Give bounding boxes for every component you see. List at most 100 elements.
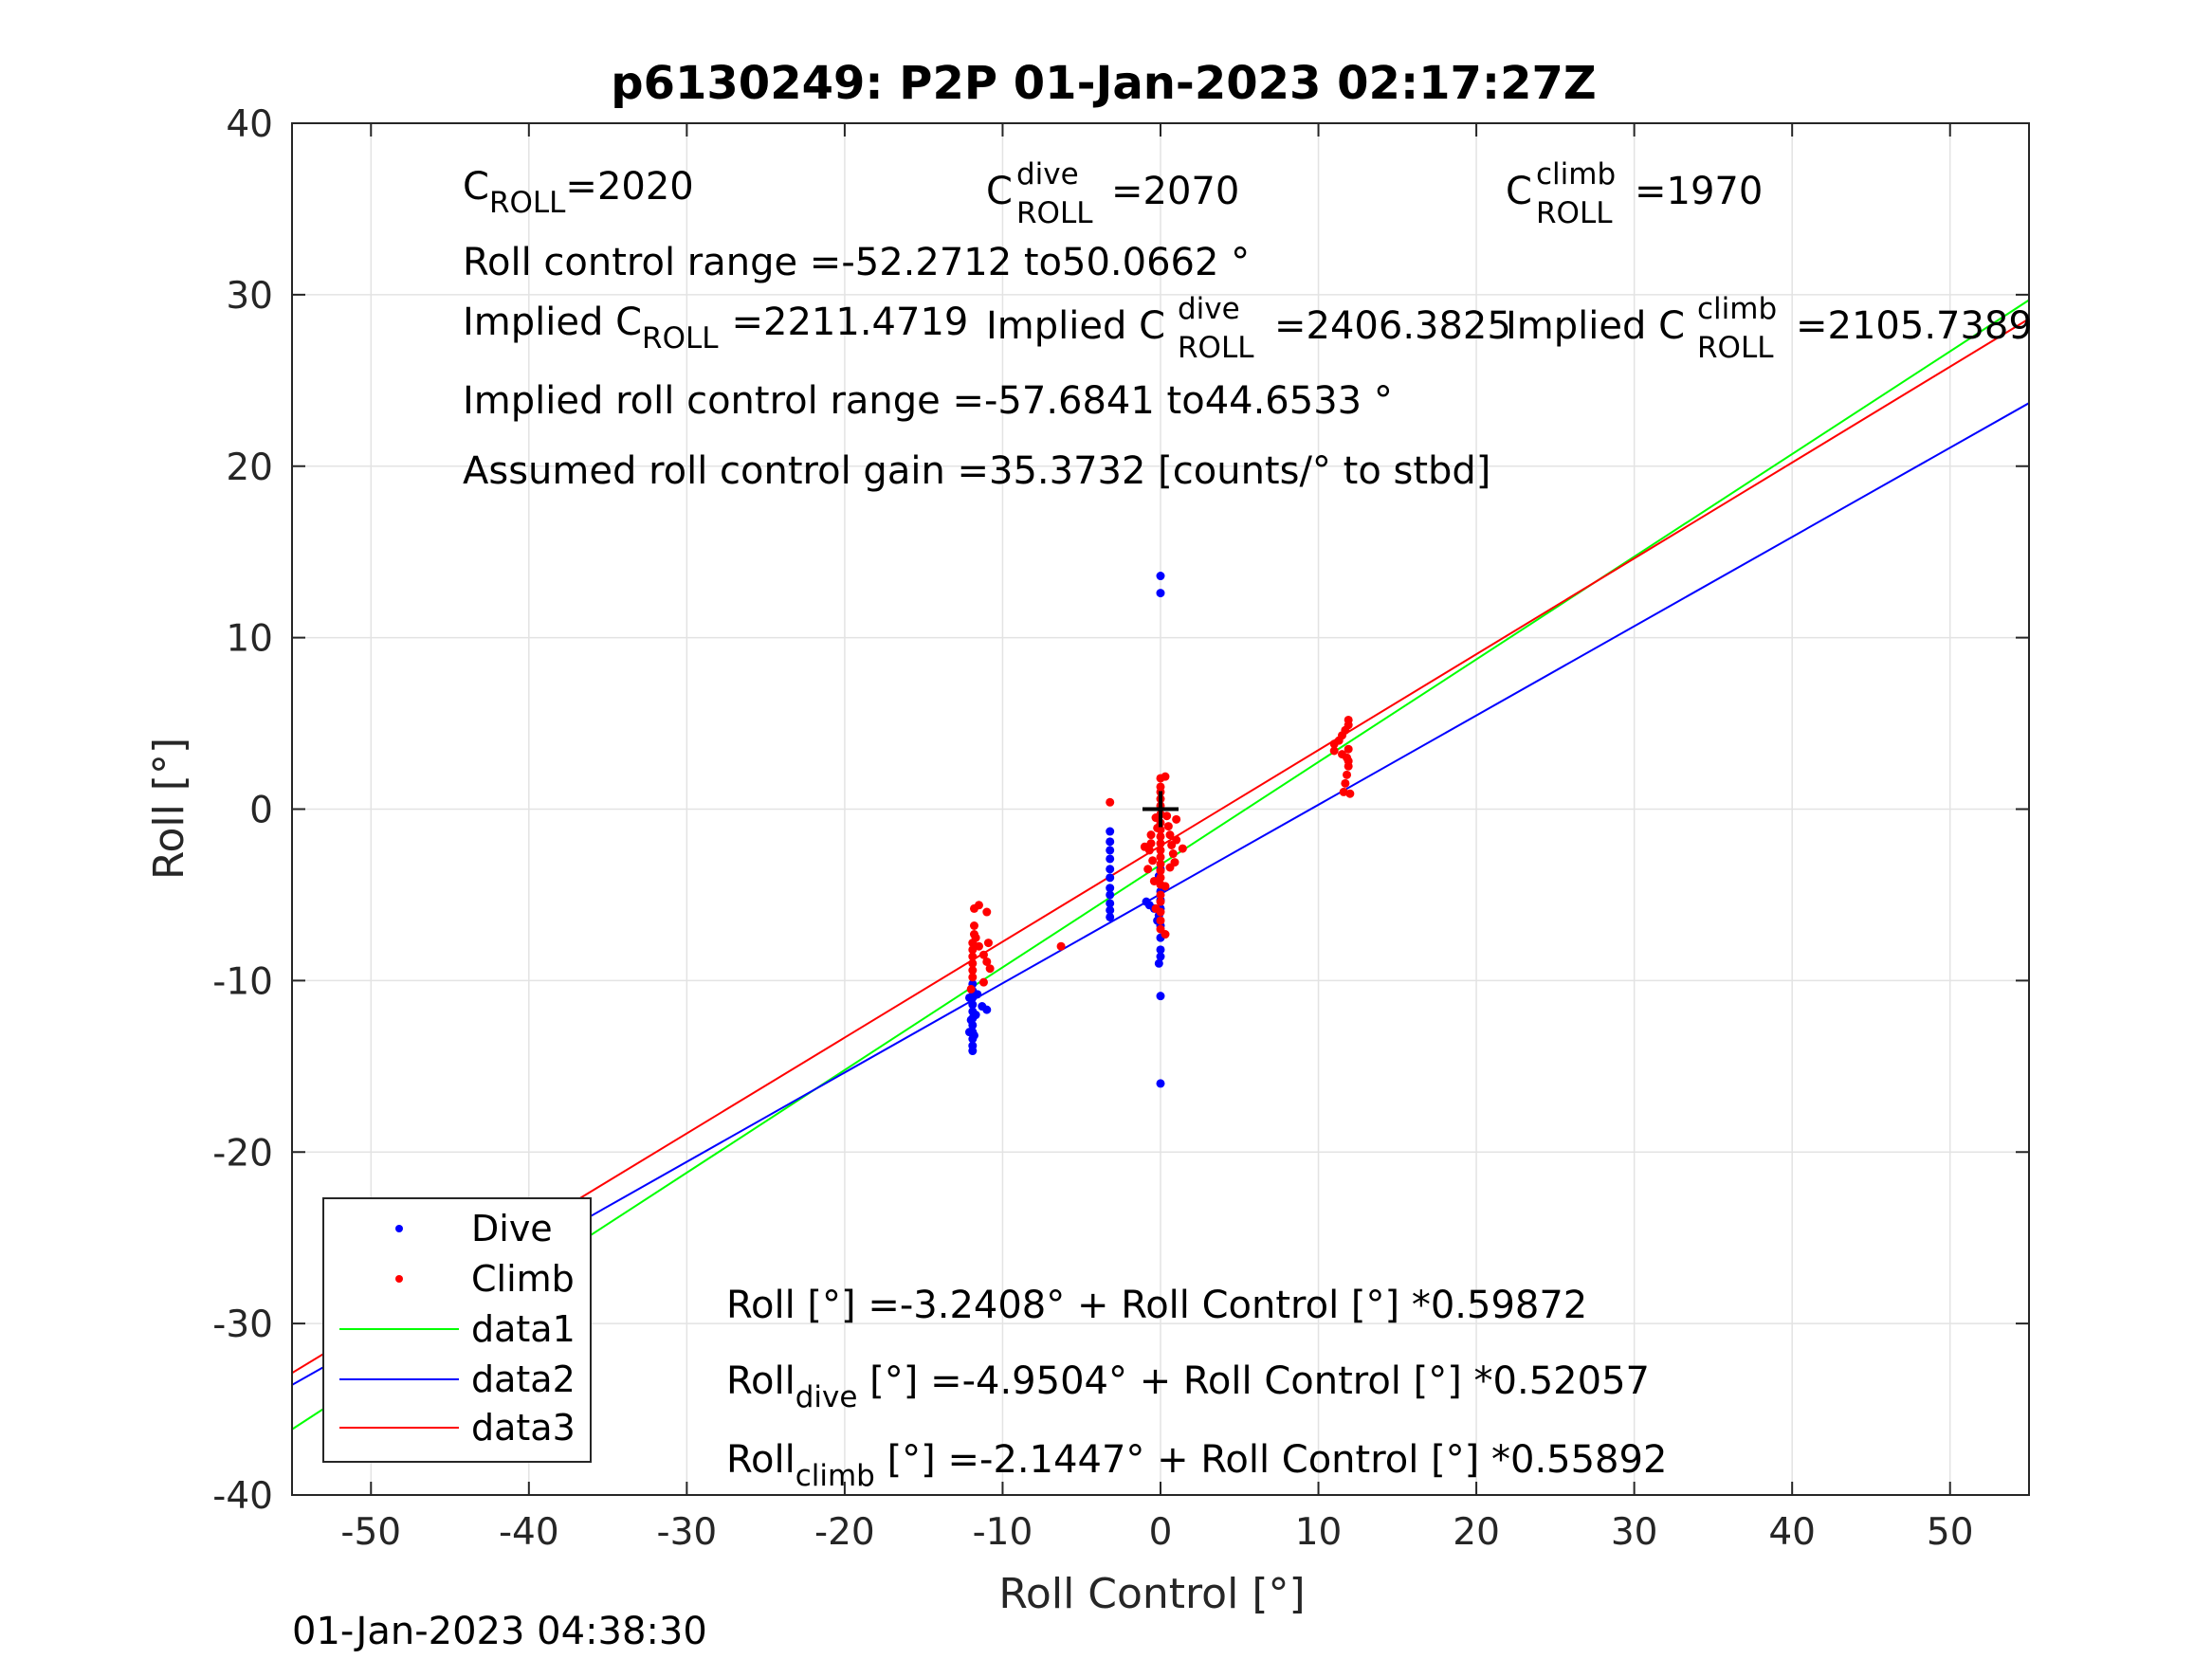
implied-c-climb-sub: ROLL	[1697, 331, 1774, 365]
implied-c-dive-sub: ROLL	[1178, 331, 1254, 365]
y-tick-label: 10	[226, 618, 273, 661]
fit-all-equation: Roll [°] =-3.2408° + Roll Control [°] *0…	[726, 1284, 1587, 1327]
legend-dive-label: Dive	[471, 1208, 553, 1249]
c-climb-sub: ROLL	[1536, 196, 1613, 230]
c-climb-annotation: C	[1506, 170, 1532, 213]
x-tick-label: -10	[973, 1511, 1033, 1554]
climb-point	[1343, 770, 1352, 779]
dive-point	[1156, 945, 1165, 955]
footer-timestamp: 01-Jan-2023 04:38:30	[292, 1610, 707, 1653]
y-tick-label: -10	[212, 960, 273, 1003]
legend-climb-label: Climb	[471, 1258, 575, 1300]
legend-climb-marker	[395, 1275, 403, 1283]
implied-c-climb-annotation: Implied C	[1506, 304, 1685, 348]
y-tick-label: -20	[212, 1132, 273, 1175]
climb-point	[982, 907, 992, 917]
x-tick-label: 40	[1768, 1511, 1816, 1554]
dive-point	[1106, 905, 1115, 915]
climb-point	[1156, 873, 1165, 883]
y-tick-label: 30	[226, 275, 273, 318]
implied-c-roll-annotation: Implied CROLL =2211.4719	[463, 301, 968, 356]
climb-point	[1156, 852, 1165, 862]
climb-point	[968, 973, 978, 982]
climb-point	[1056, 941, 1066, 951]
climb-point	[1172, 814, 1181, 824]
legend: Dive Climb data1 data2 data3	[322, 1197, 592, 1463]
y-tick-label: -30	[212, 1304, 273, 1346]
climb-point	[1149, 876, 1159, 885]
c-climb-sup: climb	[1536, 157, 1616, 191]
y-tick-label: 20	[226, 447, 273, 489]
c-climb-value: =1970	[1635, 170, 1763, 213]
axes-box	[291, 122, 2030, 1496]
climb-point	[1151, 813, 1161, 823]
climb-point	[1156, 831, 1165, 841]
x-tick-label: 0	[1149, 1511, 1173, 1554]
roll-range-annotation: Roll control range =-52.2712 to50.0662 °	[463, 241, 1250, 284]
x-axis-label: Roll Control [°]	[998, 1570, 1305, 1618]
x-tick-label: 30	[1611, 1511, 1658, 1554]
dive-point	[1106, 837, 1115, 847]
dive-point	[966, 1015, 976, 1025]
dive-point	[1106, 873, 1115, 883]
climb-point	[978, 977, 988, 987]
climb-point	[974, 941, 983, 951]
climb-point	[968, 952, 978, 961]
dive-point	[973, 990, 982, 999]
legend-data1-label: data1	[471, 1308, 576, 1350]
x-tick-label: 10	[1295, 1511, 1343, 1554]
center-marker	[1143, 791, 1179, 828]
x-tick-label: 20	[1453, 1511, 1500, 1554]
c-dive-value: =2070	[1111, 170, 1239, 213]
dive-point	[1106, 854, 1115, 864]
y-axis-label: Roll [°]	[145, 738, 193, 880]
climb-point	[1156, 846, 1165, 855]
c-dive-annotation: C	[986, 170, 1013, 213]
implied-c-dive-value: =2406.3825	[1274, 304, 1511, 348]
climb-point	[1165, 830, 1175, 840]
dive-point	[1156, 1079, 1165, 1088]
dive-point	[964, 993, 974, 1002]
dive-point	[1106, 884, 1115, 893]
annotations: CROLL=2020 C dive ROLL =2070 C climb ROL…	[463, 157, 2033, 1493]
c-roll-annotation: CROLL=2020	[463, 165, 694, 220]
tick-labels: -50 -40 -30 -20 -10 0 10 20 30 40 50 -40 -30 -20 -10 0 1…	[212, 103, 1973, 1554]
climb-point	[1106, 797, 1115, 807]
climb-point	[1156, 866, 1165, 876]
implied-c-climb-sup: climb	[1697, 292, 1777, 326]
climb-point	[985, 964, 995, 974]
assumed-gain-annotation: Assumed roll control gain =35.3732 [coun…	[463, 449, 1490, 493]
c-dive-sub: ROLL	[1016, 196, 1093, 230]
climb-point	[1143, 865, 1153, 874]
y-tick-label: -40	[212, 1475, 273, 1518]
dive-point	[1106, 899, 1115, 908]
climb-point	[1162, 811, 1172, 821]
climb-point	[983, 939, 993, 948]
c-dive-sup: dive	[1016, 157, 1079, 191]
legend-dive-marker	[395, 1225, 403, 1232]
legend-data3-label: data3	[471, 1407, 576, 1449]
climb-point	[1344, 757, 1353, 766]
climb-point	[969, 921, 978, 930]
climb-point	[982, 957, 992, 966]
climb-point	[1161, 930, 1170, 939]
climb-point	[1172, 835, 1181, 845]
climb-point	[968, 958, 978, 968]
x-tick-label: -30	[657, 1511, 718, 1554]
dive-point	[1142, 897, 1151, 906]
climb-point	[974, 901, 983, 910]
climb-point	[1151, 903, 1161, 913]
climb-point	[1165, 863, 1175, 872]
fit-climb-equation: Rollclimb [°] =-2.1447° + Roll Control […	[726, 1438, 1667, 1493]
dive-point	[1156, 992, 1165, 1001]
dive-point	[1106, 846, 1115, 855]
climb-point	[1344, 715, 1353, 724]
climb-point	[978, 950, 988, 959]
dive-point	[1156, 572, 1165, 581]
y-tick-label: 0	[249, 790, 273, 832]
dive-point	[969, 1030, 978, 1040]
implied-c-climb-value: =2105.7389	[1796, 304, 2033, 348]
x-tick-label: -40	[499, 1511, 559, 1554]
climb-point	[968, 966, 978, 975]
